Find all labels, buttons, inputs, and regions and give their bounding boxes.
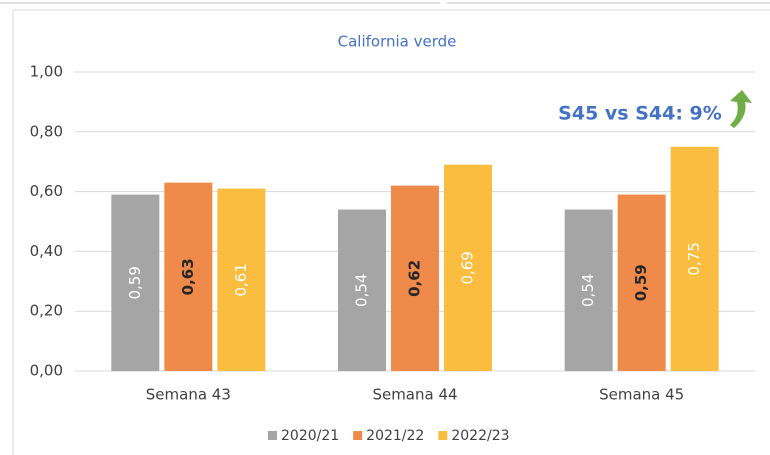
x-tick-label: Semana 44 (372, 386, 457, 404)
bar (444, 164, 492, 371)
bar (111, 194, 160, 371)
bar (617, 194, 666, 371)
y-tick-label: 0,60 (30, 182, 63, 200)
y-tick-label: 0,00 (30, 362, 63, 380)
value-label: 0,54 (579, 274, 597, 307)
y-tick-label: 0,80 (30, 122, 63, 140)
bar (670, 146, 719, 371)
bar (338, 209, 386, 371)
value-label: 0,75 (685, 242, 703, 275)
annotation: S45 vs S44: 9% (558, 103, 722, 125)
bar (391, 185, 439, 371)
x-tick-label: Semana 43 (146, 386, 231, 404)
x-tick-label: Semana 45 (599, 386, 684, 404)
bar (217, 188, 266, 371)
value-label: 0,69 (459, 251, 477, 284)
legend-swatch (353, 431, 363, 440)
legend-swatch (268, 431, 277, 440)
bar (564, 209, 613, 371)
value-label: 0,61 (232, 263, 250, 296)
y-tick-label: 0,40 (30, 242, 63, 260)
legend-label: 2021/22 (366, 428, 424, 444)
value-label: 0,54 (353, 274, 371, 307)
bar (164, 182, 213, 371)
legend-label: 2022/23 (451, 428, 509, 444)
legend-swatch (438, 431, 448, 440)
value-label: 0,63 (179, 258, 197, 295)
arrow-icon (730, 90, 752, 128)
y-tick-label: 1,00 (30, 63, 63, 81)
legend-label: 2020/21 (281, 428, 339, 444)
y-tick-label: 0,20 (30, 302, 63, 320)
value-label: 0,59 (632, 264, 650, 301)
value-label: 0,62 (406, 260, 424, 297)
value-label: 0,59 (126, 266, 144, 299)
chart-title: California verde (338, 33, 457, 51)
